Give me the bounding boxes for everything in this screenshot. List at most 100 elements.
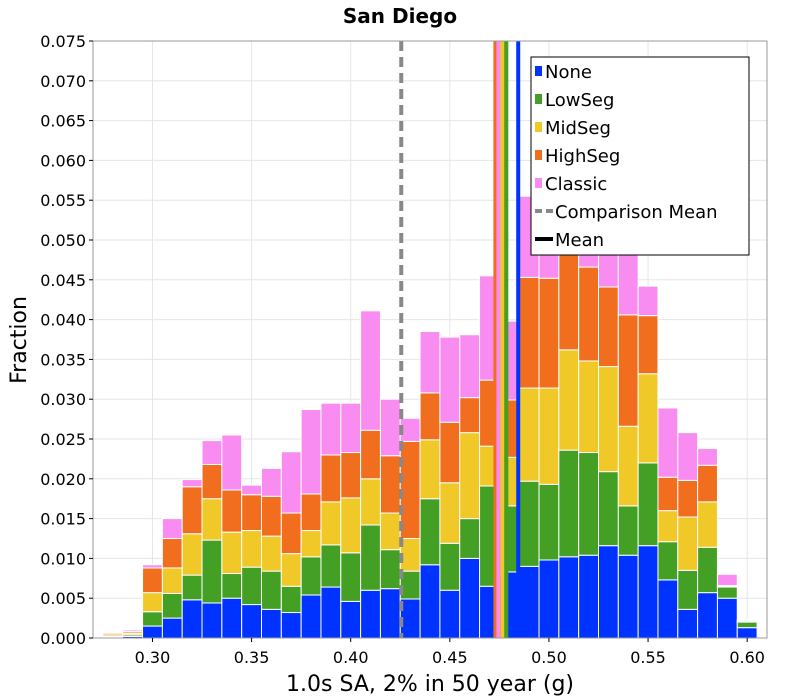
bar-classic: [736, 619, 758, 621]
bar-none: [459, 557, 481, 639]
bar-none: [201, 602, 223, 639]
bar-lowseg: [320, 544, 342, 588]
bar-lowseg: [201, 539, 223, 604]
bar-highseg: [181, 486, 203, 535]
y-tick-label: 0.020: [40, 470, 86, 489]
bar-highseg: [379, 455, 401, 514]
legend-label: Comparison Mean: [555, 202, 718, 223]
bar-midseg: [697, 501, 718, 548]
bar-none: [736, 627, 758, 639]
bar-classic: [677, 432, 699, 481]
bar-lowseg: [142, 611, 163, 627]
bar-lowseg: [300, 556, 322, 596]
legend-swatch: [535, 178, 542, 188]
bar-highseg: [241, 494, 262, 532]
legend-label: Classic: [545, 174, 607, 195]
bar-none: [617, 554, 639, 639]
bar-highseg: [419, 392, 441, 441]
bar-none: [538, 559, 560, 639]
bar-midseg: [340, 497, 362, 554]
bar-highseg: [439, 421, 461, 484]
bar-lowseg: [716, 586, 738, 599]
bar-none: [161, 617, 183, 639]
bar-none: [578, 554, 599, 639]
bar-none: [241, 604, 262, 639]
bar-none: [677, 608, 699, 639]
bar-highseg: [677, 479, 699, 518]
y-tick-label: 0.010: [40, 549, 86, 568]
bar-midseg: [379, 512, 401, 551]
y-tick-label: 0.070: [40, 72, 86, 91]
bar-midseg: [617, 425, 639, 507]
bar-classic: [379, 398, 401, 457]
legend-label: LowSeg: [545, 90, 614, 111]
y-tick-label: 0.055: [40, 191, 86, 210]
bar-none: [261, 608, 282, 639]
bar-midseg: [657, 510, 679, 543]
y-tick-label: 0.015: [40, 510, 86, 529]
bar-none: [379, 588, 401, 639]
bar-midseg: [677, 516, 699, 571]
bar-midseg: [161, 567, 183, 594]
bar-none: [360, 589, 381, 639]
bar-midseg: [261, 535, 282, 572]
bar-classic: [300, 409, 322, 495]
bar-lowseg: [360, 524, 381, 591]
bar-none: [598, 545, 619, 639]
bar-lowseg: [578, 452, 599, 556]
legend-swatch: [535, 94, 542, 104]
bar-none: [558, 556, 580, 639]
bar-lowseg: [697, 546, 718, 594]
bar-midseg: [300, 530, 322, 558]
bar-lowseg: [161, 592, 183, 619]
x-tick-label: 0.45: [432, 648, 468, 667]
histogram-bars: [102, 158, 758, 639]
bar-none: [716, 597, 738, 639]
bar-highseg: [261, 495, 282, 537]
bar-classic: [637, 285, 659, 317]
bar-highseg: [578, 266, 599, 362]
bar-none: [637, 545, 659, 639]
y-tick-label: 0.000: [40, 629, 86, 648]
plot-area-frame: [92, 40, 768, 639]
y-tick-label: 0.075: [40, 32, 86, 51]
bar-none: [142, 625, 163, 639]
y-tick-label: 0.030: [40, 390, 86, 409]
y-tick-label: 0.005: [40, 589, 86, 608]
bar-none: [221, 597, 243, 639]
bar-lowseg: [598, 471, 619, 547]
bar-classic: [419, 331, 441, 394]
bar-lowseg: [340, 552, 362, 602]
bar-midseg: [558, 349, 580, 451]
y-tick-label: 0.025: [40, 430, 86, 449]
bar-midseg: [280, 553, 302, 587]
bar-highseg: [637, 315, 659, 375]
bar-highseg: [518, 276, 540, 389]
bar-lowseg: [459, 518, 481, 559]
bar-midseg: [439, 482, 461, 544]
bar-lowseg: [419, 498, 441, 566]
x-tick-label: 0.55: [630, 648, 666, 667]
legend-label: None: [545, 62, 592, 83]
x-tick-label: 0.40: [333, 648, 369, 667]
legend-swatch: [535, 150, 542, 160]
bar-highseg: [201, 463, 223, 500]
bar-highseg: [617, 314, 639, 427]
legend-swatch: [535, 66, 542, 76]
bar-classic: [360, 310, 381, 431]
bar-classic: [657, 407, 679, 478]
bar-none: [300, 594, 322, 639]
bar-none: [419, 564, 441, 639]
x-tick-label: 0.35: [234, 648, 270, 667]
bar-midseg: [419, 439, 441, 500]
bar-lowseg: [538, 483, 560, 561]
y-tick-label: 0.060: [40, 151, 86, 170]
bar-none: [320, 586, 342, 639]
x-tick-label: 0.50: [531, 648, 567, 667]
bar-classic: [716, 573, 738, 586]
bar-classic: [122, 629, 144, 633]
bar-highseg: [598, 286, 619, 368]
legend-box: [530, 56, 750, 256]
bar-midseg: [360, 478, 381, 526]
